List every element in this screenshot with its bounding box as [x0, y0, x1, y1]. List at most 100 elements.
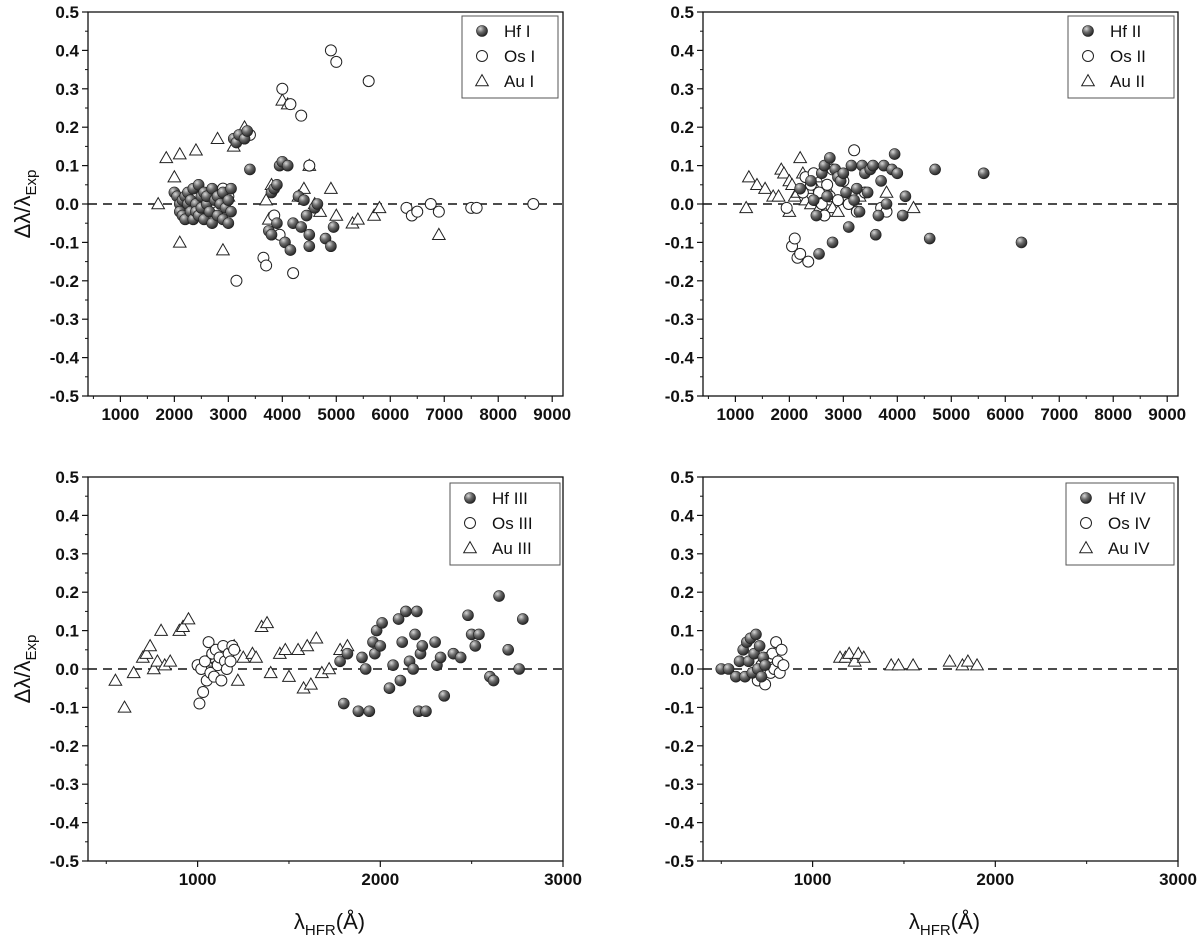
y-tick-label: 0.3: [55, 80, 79, 99]
x-axis-title: λHFR(Å): [294, 909, 365, 939]
data-point-hf-ii: [923, 232, 936, 245]
data-point-au-iii: [126, 665, 141, 679]
data-point-au-i: [172, 235, 187, 248]
y-tick-label: -0.3: [665, 775, 694, 794]
data-point-au-i: [296, 181, 312, 194]
x-tick-label: 2000: [361, 870, 399, 889]
legend-marker-hf-i: [476, 25, 488, 37]
data-point-hf-ii: [869, 228, 882, 241]
y-tick-label: 0.1: [55, 157, 79, 176]
x-tick-label: 1000: [179, 870, 217, 889]
data-point-hf-i: [225, 205, 237, 218]
y-tick-label: 0.3: [55, 545, 79, 564]
data-point-au-i: [366, 208, 382, 221]
data-point-au-i: [150, 196, 166, 210]
data-point-hf-iii: [411, 605, 423, 618]
legend-marker-hf-iii: [464, 492, 476, 504]
legend-marker-au-i: [474, 73, 490, 87]
data-point-au-iii: [150, 653, 165, 667]
data-point-os-i: [362, 75, 375, 88]
data-point-hf-iii: [462, 609, 474, 622]
legend-label: Au III: [492, 539, 532, 558]
y-tick-label: 0.0: [670, 660, 694, 679]
legend-label: Au IV: [1108, 539, 1150, 558]
y-tick-label: 0.1: [55, 622, 79, 641]
data-point-hf-ii: [861, 186, 874, 199]
data-point-hf-iii: [434, 651, 447, 664]
legend-label: Os IV: [1108, 514, 1151, 533]
data-point-os-iii: [197, 686, 210, 699]
data-point-os-iv: [777, 659, 790, 672]
data-point-au-iv: [942, 653, 957, 667]
data-point-au-iii: [281, 669, 297, 682]
data-point-hf-ii: [891, 167, 904, 180]
legend-label: Hf II: [1110, 22, 1141, 41]
data-point-hf-i: [311, 198, 324, 210]
data-point-au-ii: [906, 200, 921, 214]
data-point-hf-ii: [813, 248, 825, 260]
y-tick-label: -0.4: [50, 814, 80, 833]
y-tick-label: 0.3: [670, 80, 694, 99]
data-point-os-ii: [848, 144, 861, 157]
data-point-os-iii: [215, 674, 228, 687]
data-point-hf-iii: [387, 659, 399, 671]
data-point-hf-ii: [899, 190, 912, 203]
data-point-os-iv: [775, 643, 788, 656]
data-point-hf-i: [295, 221, 308, 233]
data-point-os-i: [295, 109, 308, 122]
data-point-hf-i: [222, 217, 235, 229]
data-point-hf-i: [271, 179, 283, 191]
y-tick-label: -0.4: [50, 349, 80, 368]
data-point-os-i: [276, 82, 289, 95]
panel-bottom-right: 0.5 0.4 0.3 0.2 0.1 0.0 -0.1 -0.2 -0.3 -0.4 -0.5 10…: [665, 468, 1197, 939]
data-point-hf-iv: [722, 663, 735, 675]
data-point-hf-i: [225, 182, 237, 195]
legend-marker-os-i: [476, 50, 488, 62]
data-point-au-i: [431, 227, 447, 240]
data-point-hf-ii: [810, 209, 823, 222]
data-point-hf-iii: [416, 640, 429, 652]
data-point-hf-ii: [867, 159, 879, 172]
data-point-os-ii: [788, 232, 801, 245]
data-point-hf-ii: [805, 175, 817, 187]
x-tick-label: 1000: [716, 405, 754, 424]
data-point-au-iii: [278, 642, 293, 656]
data-point-hf-i: [265, 228, 278, 241]
data-point-os-ii: [794, 247, 807, 260]
y-tick-label: 0.0: [55, 660, 79, 679]
y-tick-label: 0.4: [55, 506, 79, 525]
y-tick-label: -0.4: [665, 349, 695, 368]
data-point-au-ii: [792, 150, 808, 164]
data-point-hf-ii: [977, 167, 990, 180]
data-point-os-i: [284, 98, 297, 111]
data-point-hf-ii: [821, 190, 833, 203]
data-point-au-iv: [960, 653, 976, 667]
data-point-au-iii: [108, 673, 123, 686]
data-point-os-i: [324, 44, 337, 57]
data-point-au-iii: [248, 650, 264, 663]
x-tick-label: 3000: [1159, 870, 1197, 889]
x-axis-title: λHFR(Å): [909, 909, 980, 939]
data-point-hf-i: [325, 240, 337, 253]
data-point-hf-ii: [824, 152, 836, 164]
data-point-au-ii: [830, 204, 846, 217]
data-point-hf-iii: [341, 647, 354, 660]
legend-label: Hf IV: [1108, 489, 1146, 508]
data-point-hf-iii: [359, 663, 372, 675]
x-tick-label: 9000: [533, 405, 571, 424]
y-tick-label: 0.1: [670, 157, 694, 176]
data-point-hf-ii: [888, 148, 901, 160]
data-point-hf-iii: [469, 640, 482, 652]
data-point-hf-iii: [396, 636, 409, 648]
data-point-au-iv: [847, 653, 862, 667]
data-point-au-ii: [738, 200, 754, 214]
x-tick-label: 9000: [1148, 405, 1186, 424]
data-point-au-iv: [856, 650, 871, 663]
data-point-au-iv: [841, 646, 857, 659]
data-point-hf-iii: [334, 655, 346, 668]
data-point-hf-i: [241, 125, 254, 137]
data-point-hf-iii: [363, 705, 376, 718]
legend-label: Au II: [1110, 72, 1145, 91]
y-tick-label: 0.2: [55, 118, 79, 137]
